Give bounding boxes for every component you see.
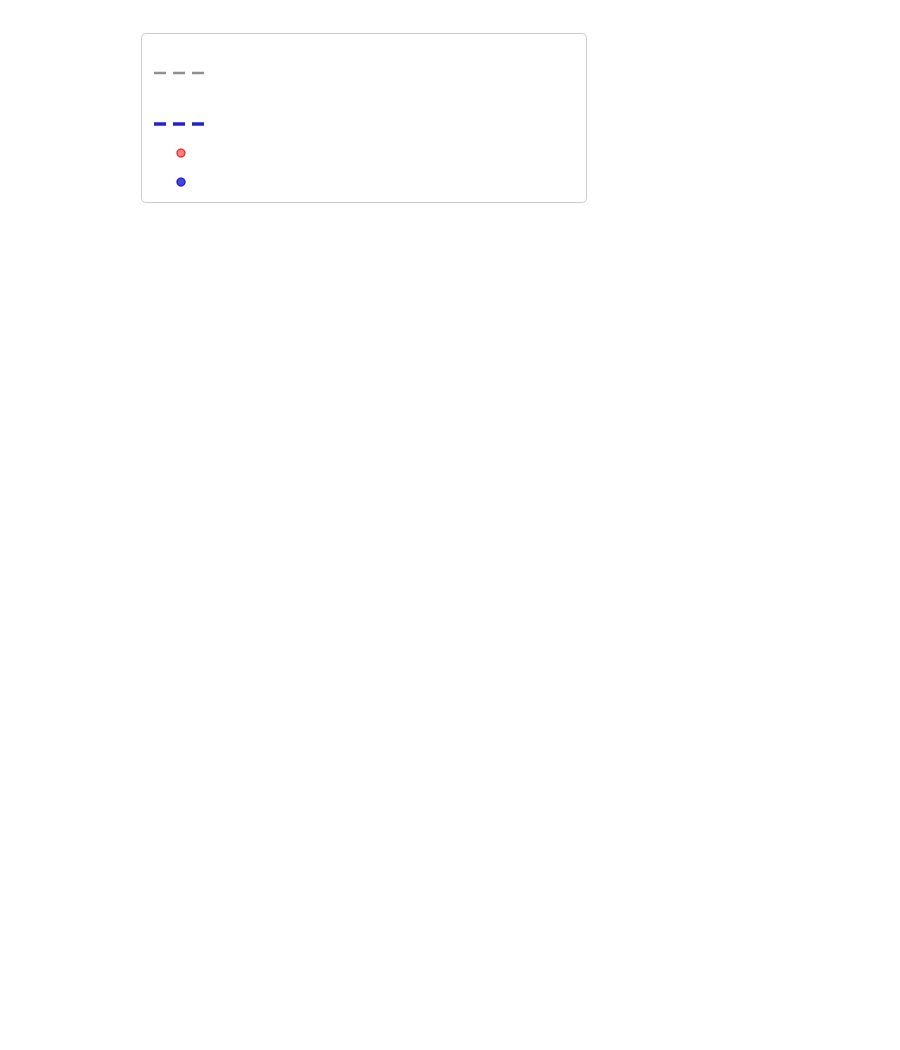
platepar-dashed-line-sample <box>150 62 212 84</box>
platepar-line-sample-empty <box>150 40 212 62</box>
gamma-empty-handle <box>150 84 212 106</box>
raw-marker-sample <box>150 142 212 164</box>
blue-dot-icon <box>176 177 186 187</box>
corrected-marker-sample <box>150 171 212 193</box>
legend <box>141 33 587 203</box>
blue-dash-icon <box>154 122 208 126</box>
fit-dashed-line-sample <box>150 113 212 135</box>
gray-dash-icon <box>154 71 208 75</box>
red-dot-icon <box>176 148 186 158</box>
